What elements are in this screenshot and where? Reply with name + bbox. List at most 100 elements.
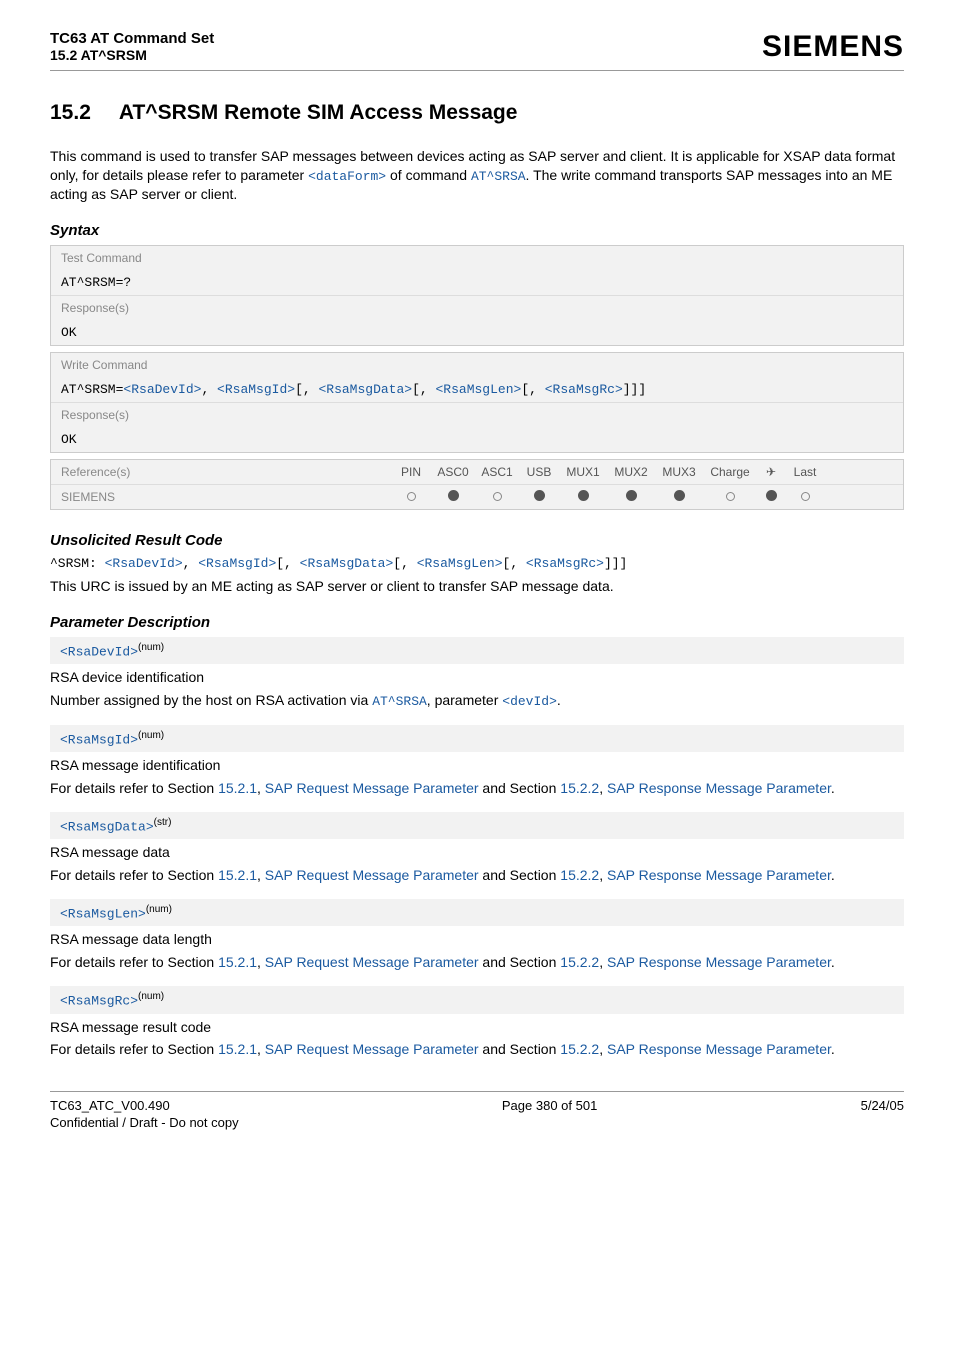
link-rsamsgrc[interactable]: <RsaMsgRc> [545,382,623,397]
param-title: RSA device identification [50,664,904,687]
param-link[interactable]: <RsaMsgRc> [60,994,138,1009]
link-section[interactable]: 15.2.1 [218,780,257,796]
dot-last [785,485,825,509]
param-link[interactable]: <RsaDevId> [60,644,138,659]
brand-logo: SIEMENS [762,30,904,64]
dot-pin [391,485,431,509]
param-block: <RsaDevId>(num)RSA device identification… [50,637,904,711]
ref-value-row: SIEMENS [51,484,903,509]
response-label-2: Response(s) [51,402,903,427]
link-urc-msgdata[interactable]: <RsaMsgData> [300,556,394,571]
link-section[interactable]: 15.2.2 [560,954,599,970]
link-section[interactable]: 15.2.2 [560,867,599,883]
param-title: RSA message data [50,839,904,862]
syntax-heading: Syntax [50,222,904,239]
response-ok: OK [51,320,903,345]
param-body: For details refer to Section 15.2.1, SAP… [50,862,904,885]
dot-usb [519,485,559,509]
param-name: <RsaMsgData>(str) [50,812,904,839]
col-usb: USB [519,460,559,484]
link-dataform[interactable]: <dataForm> [308,169,386,184]
footer-left: TC63_ATC_V00.490 Confidential / Draft - … [50,1098,239,1132]
link-sap-response[interactable]: SAP Response Message Parameter [607,867,831,883]
link-sap-request[interactable]: SAP Request Message Parameter [265,954,479,970]
write-command-text: AT^SRSM=<RsaDevId>, <RsaMsgId>[, <RsaMsg… [51,377,903,402]
airplane-icon: ✈ [757,460,785,484]
urc-heading: Unsolicited Result Code [50,532,904,549]
response-label: Response(s) [51,295,903,320]
param-link[interactable]: <RsaMsgData> [60,819,154,834]
col-mux1: MUX1 [559,460,607,484]
param-block: <RsaMsgRc>(num)RSA message result codeFo… [50,986,904,1059]
test-command-text: AT^SRSM=? [51,270,903,295]
urc-syntax: ^SRSM: <RsaDevId>, <RsaMsgId>[, <RsaMsgD… [50,555,904,573]
ref-header-row: Reference(s) PIN ASC0 ASC1 USB MUX1 MUX2… [51,460,903,484]
link-rsamsgid[interactable]: <RsaMsgId> [217,382,295,397]
link-urc-devid[interactable]: <RsaDevId> [105,556,183,571]
link-atsrsa-param[interactable]: AT^SRSA [372,694,427,709]
dot-mux1 [559,485,607,509]
link-urc-msgrc[interactable]: <RsaMsgRc> [526,556,604,571]
dot-mux3 [655,485,703,509]
footer-confidential: Confidential / Draft - Do not copy [50,1115,239,1132]
param-link[interactable]: <RsaMsgId> [60,732,138,747]
link-rsamsglen[interactable]: <RsaMsgLen> [436,382,522,397]
link-sap-request[interactable]: SAP Request Message Parameter [265,867,479,883]
link-sap-response[interactable]: SAP Response Message Parameter [607,954,831,970]
col-mux2: MUX2 [607,460,655,484]
link-sap-response[interactable]: SAP Response Message Parameter [607,780,831,796]
write-command-label: Write Command [51,353,903,377]
link-section[interactable]: 15.2.1 [218,954,257,970]
link-section[interactable]: 15.2.1 [218,867,257,883]
dot-asc1 [475,485,519,509]
param-block: <RsaMsgId>(num)RSA message identificatio… [50,725,904,798]
dot-charge [703,485,757,509]
references-label: Reference(s) [51,460,391,484]
link-urc-msgid[interactable]: <RsaMsgId> [198,556,276,571]
footer-doc: TC63_ATC_V00.490 [50,1098,239,1115]
param-desc-heading: Parameter Description [50,614,904,631]
col-last: Last [785,460,825,484]
link-section[interactable]: 15.2.1 [218,1041,257,1057]
response-ok-2: OK [51,427,903,452]
param-body: For details refer to Section 15.2.1, SAP… [50,1036,904,1059]
syntax-test-block: Test Command AT^SRSM=? Response(s) OK [50,245,904,346]
urc-desc: This URC is issued by an ME acting as SA… [50,577,904,597]
param-name: <RsaMsgId>(num) [50,725,904,752]
param-title: RSA message identification [50,752,904,775]
footer-page: Page 380 of 501 [502,1098,597,1132]
col-charge: Charge [703,460,757,484]
doc-subtitle: 15.2 AT^SRSM [50,47,214,63]
section-title-text: AT^SRSM Remote SIM Access Message [119,101,518,124]
link-devid[interactable]: <devId> [502,694,557,709]
section-number: 15.2 [50,101,91,125]
link-rsadevid[interactable]: <RsaDevId> [123,382,201,397]
col-asc0: ASC0 [431,460,475,484]
param-link[interactable]: <RsaMsgLen> [60,906,146,921]
col-pin: PIN [391,460,431,484]
param-body: Number assigned by the host on RSA activ… [50,687,904,711]
link-atsrsa[interactable]: AT^SRSA [471,169,526,184]
param-title: RSA message result code [50,1014,904,1037]
reference-block: Reference(s) PIN ASC0 ASC1 USB MUX1 MUX2… [50,459,904,510]
param-body: For details refer to Section 15.2.1, SAP… [50,775,904,798]
syntax-write-block: Write Command AT^SRSM=<RsaDevId>, <RsaMs… [50,352,904,453]
col-mux3: MUX3 [655,460,703,484]
link-section[interactable]: 15.2.2 [560,1041,599,1057]
link-rsamsgdata[interactable]: <RsaMsgData> [318,382,412,397]
param-block: <RsaMsgLen>(num)RSA message data lengthF… [50,899,904,972]
col-asc1: ASC1 [475,460,519,484]
param-name: <RsaMsgLen>(num) [50,899,904,926]
param-title: RSA message data length [50,926,904,949]
link-sap-response[interactable]: SAP Response Message Parameter [607,1041,831,1057]
page-header: TC63 AT Command Set 15.2 AT^SRSM SIEMENS [50,30,904,71]
footer-date: 5/24/05 [861,1098,904,1132]
dot-mux2 [607,485,655,509]
test-command-label: Test Command [51,246,903,270]
dot-asc0 [431,485,475,509]
param-name: <RsaMsgRc>(num) [50,986,904,1013]
link-sap-request[interactable]: SAP Request Message Parameter [265,780,479,796]
link-urc-msglen[interactable]: <RsaMsgLen> [417,556,503,571]
link-sap-request[interactable]: SAP Request Message Parameter [265,1041,479,1057]
link-section[interactable]: 15.2.2 [560,780,599,796]
